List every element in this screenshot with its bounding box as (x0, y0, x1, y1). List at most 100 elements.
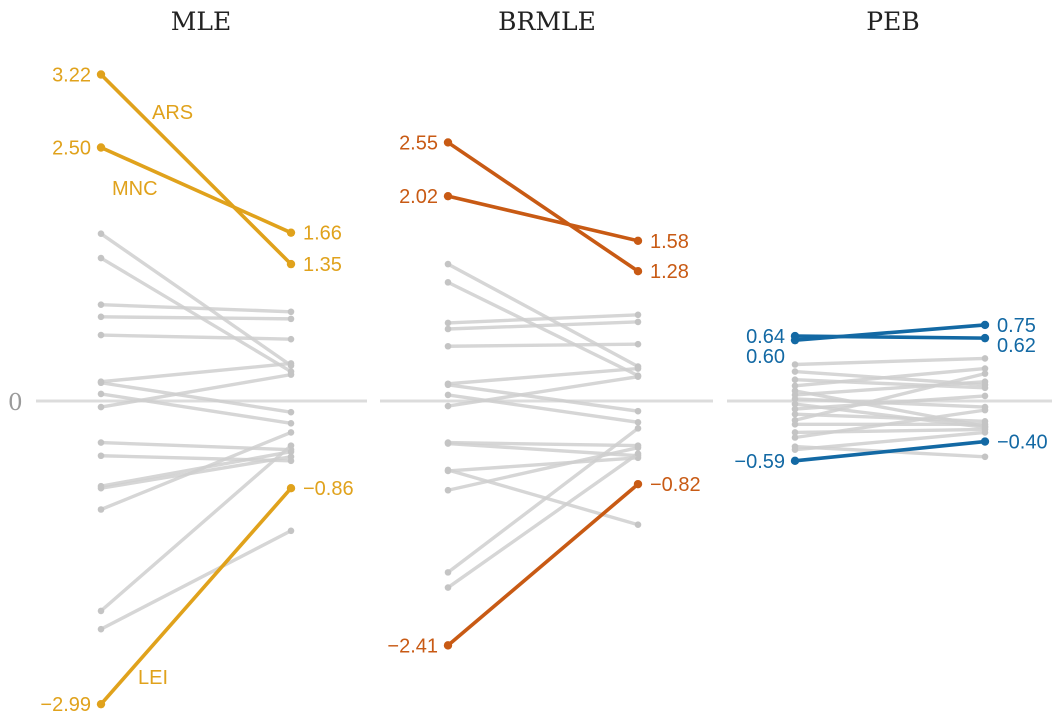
highlighted-series-group: 0.64 0.62 0.60 0.75 −0.59 −0.40 (734, 315, 1047, 473)
background-point-right-11 (287, 448, 295, 456)
background-line-11 (446, 456, 640, 473)
highlight-series-1-value-label-left: 0.60 (746, 346, 785, 368)
highlighted-series-group: 2.55 1.28 2.02 1.58 −2.41 −0.82 (387, 132, 700, 657)
background-point-right-15 (981, 429, 989, 436)
background-point-left-9 (97, 439, 105, 446)
highlight-series-ars-point-left (96, 70, 106, 79)
background-line-8 (793, 394, 987, 411)
background-line-15 (99, 529, 293, 631)
background-line-12 (446, 445, 640, 492)
background-point-right-15 (634, 521, 642, 529)
background-point-left-13 (97, 506, 105, 513)
background-point-left-15 (791, 446, 799, 453)
background-line-6 (446, 383, 640, 413)
background-line-13 (446, 426, 640, 575)
background-point-right-2 (634, 311, 642, 319)
highlight-series-2-value-label-left: −0.59 (734, 451, 785, 473)
background-point-left-11 (791, 421, 799, 428)
highlight-series-0-point-right (980, 333, 990, 343)
background-point-left-3 (97, 313, 105, 321)
background-point-left-12 (97, 484, 105, 492)
background-point-left-13 (791, 434, 799, 441)
background-point-left-6 (444, 381, 452, 389)
background-point-right-2 (981, 384, 989, 392)
background-point-right-4 (634, 340, 642, 348)
background-line-5 (793, 380, 987, 397)
background-line-0 (793, 356, 987, 367)
background-point-left-10 (97, 452, 105, 460)
highlight-series-ars-line (99, 72, 293, 266)
zero-axis-label: 0 (8, 390, 23, 416)
background-point-left-2 (97, 301, 105, 308)
background-line-0 (99, 231, 293, 368)
background-point-right-11 (981, 421, 989, 428)
background-line-15 (793, 430, 987, 452)
background-point-left-7 (97, 390, 105, 398)
background-point-right-8 (981, 392, 989, 400)
background-line-1 (99, 256, 293, 374)
background-line-2 (793, 378, 987, 390)
highlight-series-0-value-label-right: 1.28 (650, 261, 689, 283)
background-point-left-4 (97, 331, 105, 339)
highlighted-series-group: 3.22 1.35 ARS 2.50 1.66 MNC −2.99 −0.86 LEI (40, 64, 353, 716)
background-line-3 (446, 320, 640, 331)
background-point-left-14 (97, 607, 105, 615)
background-point-left-1 (97, 254, 105, 262)
background-line-2 (99, 302, 293, 314)
highlight-series-mnc-point-right (286, 228, 296, 237)
background-point-left-10 (444, 440, 452, 447)
highlight-series-2-point-right (980, 437, 990, 446)
background-line-5 (446, 366, 640, 386)
background-line-14 (99, 443, 293, 613)
highlight-series-1-line (793, 323, 987, 342)
background-point-left-1 (444, 279, 452, 286)
background-line-3 (793, 366, 987, 388)
highlight-series-2-line (446, 482, 640, 648)
background-line-3 (99, 315, 293, 321)
highlight-series-ars-value-label-left: 3.22 (52, 64, 91, 86)
background-line-10 (793, 371, 987, 422)
background-line-8 (446, 374, 640, 408)
background-point-right-3 (287, 315, 295, 323)
background-point-left-8 (791, 405, 799, 413)
highlight-series-2-value-label-right: −0.40 (997, 432, 1048, 454)
background-point-right-3 (981, 365, 989, 372)
highlight-series-2-point-left (443, 641, 453, 650)
background-point-left-4 (444, 342, 452, 350)
background-series-group (444, 260, 642, 591)
highlight-series-1-value-label-right: 0.75 (997, 315, 1036, 337)
background-point-left-0 (791, 361, 799, 368)
highlight-series-lei-line (99, 486, 293, 706)
background-line-6 (99, 381, 293, 414)
background-point-right-14 (634, 450, 642, 458)
highlight-series-lei-point-left (96, 699, 106, 709)
highlight-series-0-point-left (443, 138, 453, 147)
background-line-10 (99, 454, 293, 463)
highlight-series-1-point-right (633, 236, 643, 245)
highlight-series-mnc-name-label: MNC (112, 178, 158, 200)
highlight-series-2-value-label-left: −2.41 (387, 635, 438, 657)
background-point-left-2 (791, 376, 799, 384)
highlight-series-ars-name-label: ARS (152, 102, 193, 124)
background-point-left-13 (444, 569, 452, 576)
highlight-series-0-value-label-right: 0.62 (997, 335, 1036, 357)
background-point-left-12 (791, 429, 799, 436)
background-point-right-8 (287, 371, 295, 378)
background-point-right-2 (287, 308, 295, 316)
background-point-right-5 (981, 378, 989, 386)
background-series-group (791, 355, 989, 461)
background-line-11 (99, 450, 293, 488)
background-line-1 (446, 280, 640, 378)
background-line-9 (793, 412, 987, 423)
background-line-14 (446, 452, 640, 590)
highlight-series-1-value-label-left: 2.02 (399, 186, 438, 208)
panel-mle: MLE 3.22 1.35 ARS 2.50 1.66 MNC −2.99 −0.86 LEI (40, 7, 353, 716)
background-point-left-6 (97, 379, 105, 387)
background-point-right-5 (634, 365, 642, 372)
background-point-right-6 (287, 408, 295, 416)
background-point-right-3 (634, 318, 642, 326)
background-line-5 (99, 361, 293, 384)
background-point-left-9 (791, 410, 799, 418)
